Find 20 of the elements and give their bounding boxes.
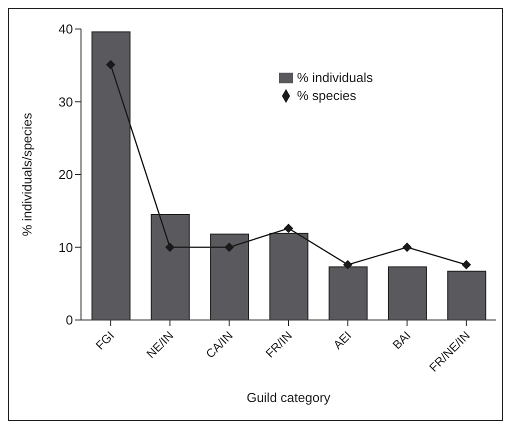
point [284, 224, 293, 233]
y-tick-label: 30 [58, 94, 73, 110]
x-axis-title: Guild category [246, 390, 331, 405]
point [165, 242, 174, 252]
point [224, 242, 234, 252]
point [462, 260, 471, 270]
legend-label: % species [297, 88, 356, 103]
x-tick-label: FGI [92, 328, 118, 353]
y-tick-label: 20 [58, 167, 73, 182]
y-tick-label: 0 [66, 312, 73, 328]
y-tick-label: 10 [58, 240, 73, 255]
point [343, 260, 352, 270]
point [106, 60, 116, 70]
y-axis-title: % individuals/species [20, 112, 35, 236]
legend-label: % individuals [297, 70, 373, 85]
x-tick-label: AEI [330, 328, 354, 352]
x-tick-label: BAI [390, 328, 414, 352]
bar [388, 266, 427, 320]
point [402, 242, 412, 252]
y-tick-label: 40 [58, 22, 73, 37]
